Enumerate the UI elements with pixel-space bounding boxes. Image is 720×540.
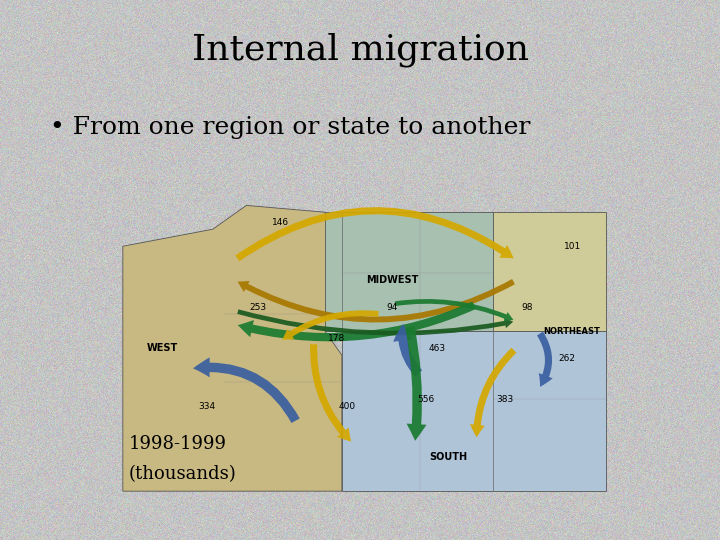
Text: 400: 400 bbox=[339, 402, 356, 410]
Text: 253: 253 bbox=[249, 303, 266, 312]
Text: 262: 262 bbox=[558, 354, 575, 363]
FancyArrowPatch shape bbox=[395, 299, 513, 321]
FancyArrowPatch shape bbox=[238, 279, 515, 322]
Text: 98: 98 bbox=[521, 303, 533, 312]
Text: WEST: WEST bbox=[146, 343, 178, 353]
Text: 334: 334 bbox=[199, 402, 215, 410]
Polygon shape bbox=[325, 212, 493, 331]
FancyArrowPatch shape bbox=[235, 207, 513, 261]
Text: 94: 94 bbox=[387, 303, 398, 312]
Text: 383: 383 bbox=[496, 395, 513, 404]
Polygon shape bbox=[123, 205, 342, 491]
Text: 146: 146 bbox=[271, 218, 289, 227]
FancyArrowPatch shape bbox=[237, 309, 513, 335]
Polygon shape bbox=[342, 331, 606, 491]
FancyArrowPatch shape bbox=[470, 348, 516, 437]
FancyArrowPatch shape bbox=[193, 357, 300, 423]
Text: 463: 463 bbox=[429, 344, 446, 353]
FancyArrowPatch shape bbox=[393, 324, 422, 376]
FancyArrowPatch shape bbox=[282, 310, 379, 340]
Text: 556: 556 bbox=[418, 395, 435, 404]
FancyArrowPatch shape bbox=[310, 344, 351, 442]
Text: (thousands): (thousands) bbox=[128, 465, 236, 483]
FancyArrowPatch shape bbox=[238, 301, 476, 341]
Text: • From one region or state to another: • From one region or state to another bbox=[50, 116, 531, 139]
Text: 178: 178 bbox=[328, 334, 345, 342]
Polygon shape bbox=[493, 212, 606, 331]
Text: NORTHEAST: NORTHEAST bbox=[544, 327, 600, 336]
Text: 101: 101 bbox=[564, 242, 581, 251]
Text: SOUTH: SOUTH bbox=[430, 452, 467, 462]
Text: Internal migration: Internal migration bbox=[192, 32, 528, 67]
FancyArrowPatch shape bbox=[405, 326, 426, 441]
Text: 1998-1999: 1998-1999 bbox=[128, 435, 227, 453]
Text: MIDWEST: MIDWEST bbox=[366, 275, 418, 285]
FancyArrowPatch shape bbox=[537, 332, 553, 387]
